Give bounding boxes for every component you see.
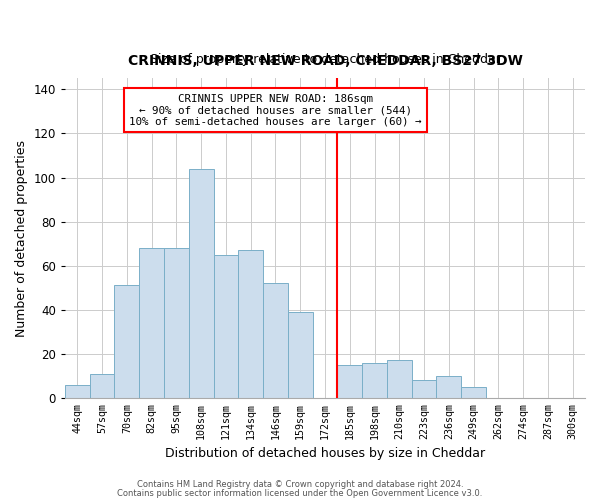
Bar xyxy=(189,168,214,398)
Bar xyxy=(387,360,412,398)
Bar xyxy=(139,248,164,398)
Bar xyxy=(238,250,263,398)
Text: Size of property relative to detached houses in Cheddar: Size of property relative to detached ho… xyxy=(149,52,500,66)
Y-axis label: Number of detached properties: Number of detached properties xyxy=(15,140,28,336)
Bar xyxy=(90,374,115,398)
Bar xyxy=(337,365,362,398)
Text: CRINNIS UPPER NEW ROAD: 186sqm
← 90% of detached houses are smaller (544)
10% of: CRINNIS UPPER NEW ROAD: 186sqm ← 90% of … xyxy=(129,94,422,127)
Bar xyxy=(263,284,288,398)
Bar xyxy=(65,384,90,398)
Bar xyxy=(164,248,189,398)
Bar xyxy=(115,286,139,398)
Bar xyxy=(461,387,486,398)
Bar xyxy=(288,312,313,398)
Bar xyxy=(436,376,461,398)
Bar xyxy=(214,254,238,398)
Title: CRINNIS, UPPER NEW ROAD, CHEDDAR, BS27 3DW: CRINNIS, UPPER NEW ROAD, CHEDDAR, BS27 3… xyxy=(128,54,523,68)
Text: Contains public sector information licensed under the Open Government Licence v3: Contains public sector information licen… xyxy=(118,488,482,498)
X-axis label: Distribution of detached houses by size in Cheddar: Distribution of detached houses by size … xyxy=(165,447,485,460)
Bar xyxy=(412,380,436,398)
Bar xyxy=(362,362,387,398)
Text: Contains HM Land Registry data © Crown copyright and database right 2024.: Contains HM Land Registry data © Crown c… xyxy=(137,480,463,489)
